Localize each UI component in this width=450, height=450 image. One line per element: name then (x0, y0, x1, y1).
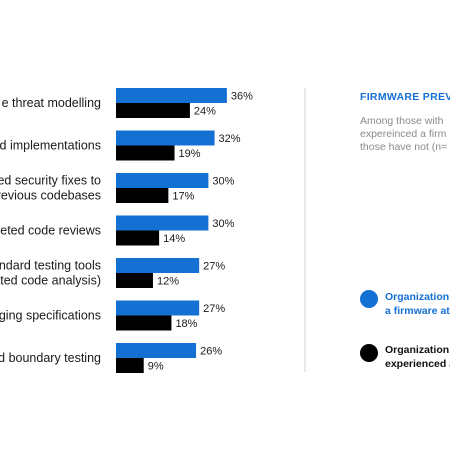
value-label-blue-0: 36% (231, 91, 253, 103)
category-label-1: d implementations (0, 139, 101, 153)
bar-blue-5 (116, 300, 200, 316)
value-label-blue-2: 30% (212, 176, 234, 188)
category-label-4-line-1: ndard testing tools (0, 259, 101, 273)
legend-blue-label-line-2: a firmware at (385, 305, 450, 317)
value-label-blue-5: 27% (203, 303, 225, 315)
bar-blue-4 (116, 258, 200, 273)
bar-black-0 (116, 103, 190, 118)
value-label-blue-3: 30% (212, 218, 234, 230)
legend-blue-marker (360, 290, 378, 308)
value-label-blue-4: 27% (203, 261, 225, 273)
value-label-black-0: 24% (194, 106, 216, 118)
legend-blue-label-line-1: Organization (385, 291, 449, 303)
legend-black-label-line-1: Organization (385, 344, 449, 356)
value-label-black-6: 9% (148, 361, 164, 373)
side-panel-desc-line-2: expereinced a firm (360, 128, 447, 140)
bar-black-5 (116, 315, 172, 331)
bar-black-3 (116, 230, 160, 246)
bar-black-2 (116, 188, 169, 203)
category-label-0: e threat modelling (2, 96, 101, 110)
category-label-2-line-2: revious codebases (0, 189, 101, 203)
side-panel-title: FIRMWARE PREVE (360, 91, 450, 103)
side-panel-desc-line-1: Among those with (360, 115, 444, 127)
bar-blue-3 (116, 215, 209, 231)
legend-black-label-line-2: experienced a (385, 358, 450, 370)
category-label-4-line-2: ated code analysis) (0, 274, 101, 288)
bar-blue-0 (116, 88, 227, 103)
category-label-3: geted code reviews (0, 224, 101, 238)
bars-layer (116, 88, 227, 373)
value-label-blue-1: 32% (219, 133, 241, 145)
bar-blue-1 (116, 130, 215, 146)
bar-black-6 (116, 358, 144, 373)
value-label-blue-6: 26% (200, 346, 222, 358)
bar-blue-6 (116, 343, 197, 358)
value-label-black-2: 17% (172, 191, 194, 203)
value-label-black-4: 12% (157, 276, 179, 288)
bar-black-4 (116, 273, 153, 288)
bar-black-1 (116, 145, 175, 161)
side-panel-desc-line-3: those have not (n= (360, 141, 447, 153)
category-label-5: ging specifications (0, 309, 101, 323)
value-label-black-5: 18% (175, 318, 197, 330)
legend-black-marker (360, 344, 378, 362)
labels-layer: 36% 24% e threat modelling 32% 19% d implemen… (0, 91, 253, 373)
bar-blue-2 (116, 173, 209, 188)
category-label-6: d boundary testing (0, 351, 101, 365)
category-label-2-line-1: ed security fixes to (0, 174, 101, 188)
value-label-black-3: 14% (163, 233, 185, 245)
value-label-black-1: 19% (179, 148, 201, 160)
